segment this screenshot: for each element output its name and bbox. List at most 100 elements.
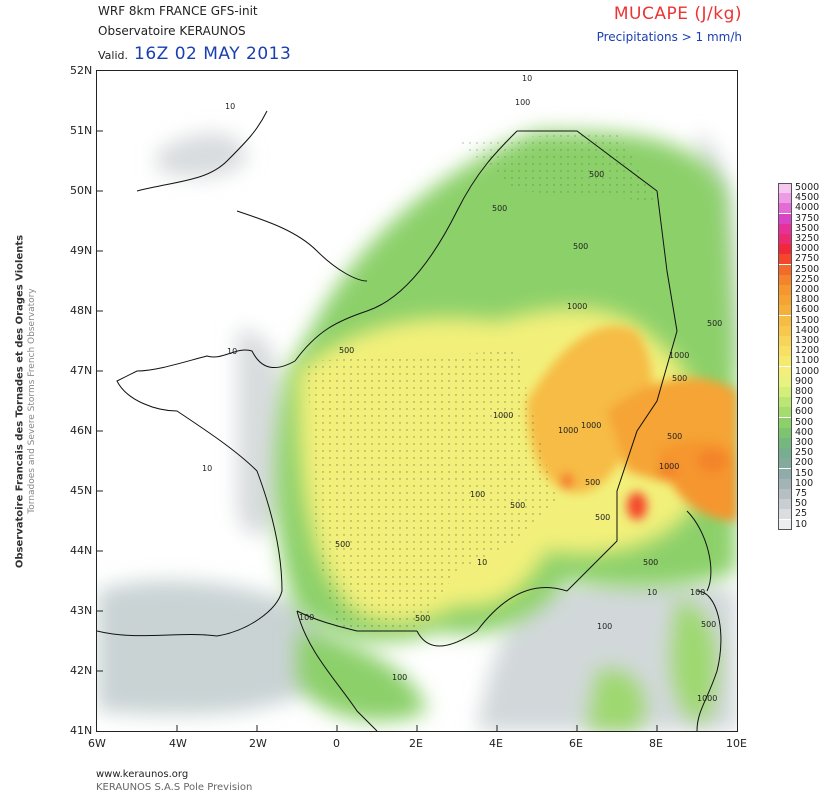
legend-swatch (778, 213, 792, 224)
contour-label: 500 (667, 432, 682, 441)
lon-label: 8E (649, 737, 663, 750)
contour-label: 500 (415, 614, 430, 623)
legend-label: 2500 (795, 263, 820, 275)
legend-swatch (778, 509, 792, 520)
contour-label: 500 (335, 540, 350, 549)
legend-swatch (778, 325, 792, 336)
legend-swatch (778, 244, 792, 255)
legend-swatch (778, 427, 792, 438)
legend-swatch (778, 315, 792, 326)
legend-swatch (778, 295, 792, 306)
contour-label: 1000 (567, 302, 587, 311)
contour-label: 100 (299, 613, 314, 622)
lat-label: 50N (70, 184, 93, 197)
legend-swatch (778, 468, 792, 479)
legend-label: 1100 (795, 355, 820, 367)
legend-label: 3250 (795, 233, 820, 244)
legend-label: 2250 (795, 273, 820, 285)
cape-field-orange (527, 325, 737, 521)
legend-swatch (778, 407, 792, 418)
legend-swatch (778, 397, 792, 408)
lat-label: 49N (70, 244, 93, 257)
lat-label: 51N (70, 124, 93, 137)
contour-label: 500 (701, 620, 716, 629)
legend-swatch (778, 203, 792, 214)
contour-label: 1000 (493, 411, 513, 420)
legend-swatch (778, 519, 792, 530)
contour-label: 10 (225, 102, 235, 111)
parameter-subtitle: Precipitations > 1 mm/h (596, 30, 742, 44)
legend-label: 1200 (795, 345, 820, 357)
contour-label: 500 (707, 319, 722, 328)
lon-label: 10E (726, 737, 747, 750)
contour-label: 500 (339, 346, 354, 355)
legend-label: 1600 (795, 304, 820, 316)
contour-label: 500 (510, 501, 525, 510)
contour-label: 1000 (669, 351, 689, 360)
contour-labels: 10 10 100 500 500 500 1000 500 1000 500 … (202, 74, 722, 703)
contour-label: 500 (585, 478, 600, 487)
legend-swatch (778, 458, 792, 469)
legend-label: 75 (795, 488, 808, 499)
contour-label: 100 (515, 98, 530, 107)
legend-swatch (778, 305, 792, 316)
legend-swatch (778, 254, 792, 265)
contour-label: 500 (672, 374, 687, 383)
legend-label: 900 (795, 375, 814, 387)
legend-label: 400 (795, 426, 814, 438)
contour-label: 100 (690, 588, 705, 597)
legend-label: 10 (795, 518, 808, 530)
lon-label: 4W (169, 737, 187, 750)
mucape-map: 10 10 100 500 500 500 1000 500 1000 500 … (96, 70, 738, 732)
valid-label: Valid. (98, 49, 129, 62)
lat-label: 47N (70, 364, 93, 377)
legend-swatch (778, 285, 792, 295)
contour-label: 100 (392, 673, 407, 682)
contour-label: 500 (643, 558, 658, 567)
lon-label: 2W (249, 737, 267, 750)
contour-label: 500 (595, 513, 610, 522)
legend-label: 3000 (795, 243, 820, 255)
coastlines (96, 110, 722, 732)
contour-label: 500 (573, 242, 588, 251)
contour-label: 500 (589, 170, 604, 179)
legend-swatch (778, 366, 792, 377)
legend-label: 100 (795, 477, 814, 489)
legend-label: 2000 (795, 284, 820, 295)
legend-border (778, 183, 792, 530)
legend-label: 800 (795, 386, 814, 397)
side-caption-french: Observatoire Francais des Tornades et de… (14, 234, 26, 569)
lat-label: 42N (70, 664, 93, 677)
legend-swatch (778, 356, 792, 367)
side-caption-english: Tornadoes and Severe Storms French Obser… (27, 288, 37, 514)
legend-swatch (778, 223, 792, 234)
valid-time: Valid. 16Z 02 MAY 2013 (98, 44, 291, 64)
legend-label: 2750 (795, 253, 820, 265)
lon-label: 2E (409, 737, 423, 750)
legend-label: 200 (795, 457, 814, 469)
contour-label: 1000 (697, 694, 717, 703)
valid-time-value: 16Z 02 MAY 2013 (134, 44, 292, 64)
legend-swatch (778, 274, 792, 285)
legend-label: 300 (795, 437, 814, 448)
contour-label: 10 (227, 347, 237, 356)
legend-swatch (778, 489, 792, 499)
lon-label: 6W (88, 737, 106, 750)
legend-label: 4000 (795, 202, 820, 214)
legend-swatch (778, 448, 792, 459)
legend-label: 150 (795, 467, 814, 479)
legend-label: 700 (795, 396, 814, 408)
model-title: WRF 8km FRANCE GFS-init (98, 4, 258, 18)
contour-label: 10 (477, 558, 487, 567)
precipitation-dots (307, 351, 557, 631)
legend-swatch (778, 387, 792, 397)
lat-label: 45N (70, 484, 93, 497)
legend-label: 3750 (795, 212, 820, 224)
legend-swatch (778, 438, 792, 448)
legend-label: 500 (795, 416, 814, 428)
legend-swatch (778, 336, 792, 346)
legend-label: 1300 (795, 335, 820, 346)
contour-label: 1000 (581, 421, 601, 430)
lon-label: 0 (333, 737, 340, 750)
map-canvas: 10 10 100 500 500 500 1000 500 1000 500 … (96, 71, 737, 732)
